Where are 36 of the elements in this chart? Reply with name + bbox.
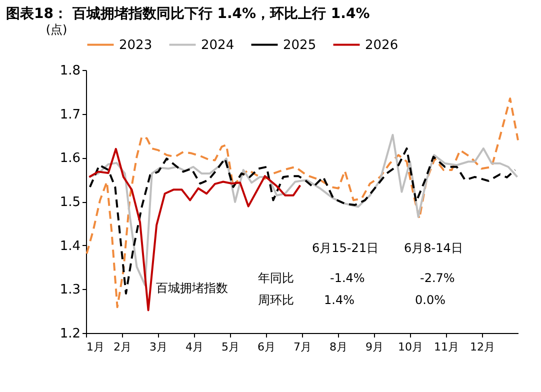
y-axis-title: (点) — [46, 22, 68, 36]
x-tick-label: 2月 — [114, 340, 132, 354]
legend-label: 2025 — [283, 38, 316, 53]
annotation: 6月15-21日 — [312, 241, 379, 255]
line-series — [86, 97, 519, 308]
y-tick-label: 1.2 — [60, 326, 80, 342]
annotation: 百城拥堵指数 — [156, 281, 228, 295]
x-tick-label: 7月 — [294, 340, 312, 354]
y-tick-label: 1.7 — [60, 107, 80, 122]
y-tick-label: 1.6 — [60, 151, 80, 166]
legend-label: 2024 — [201, 38, 234, 53]
y-tick-label: 1.8 — [60, 64, 80, 78]
y-tick-label: 1.5 — [60, 195, 80, 210]
annotation: -2.7% — [420, 271, 455, 285]
x-tick-label: 1月 — [86, 340, 104, 354]
chart-title: 图表18： 百城拥堵指数同比下行 1.4%，环比上行 1.4% — [6, 6, 370, 22]
y-tick-label: 1.4 — [60, 238, 80, 254]
x-tick-label: 10月 — [398, 340, 423, 354]
legend-label: 2023 — [119, 38, 152, 53]
line-series — [88, 148, 302, 312]
x-tick-label: 12月 — [470, 340, 495, 354]
x-tick-label: 8月 — [330, 340, 348, 354]
annotation: 0.0% — [415, 293, 446, 307]
annotation: 年同比 — [258, 271, 294, 285]
annotation: -1.4% — [330, 271, 365, 285]
x-tick-label: 3月 — [150, 340, 168, 354]
legend-label: 2026 — [365, 38, 398, 53]
x-tick-label: 5月 — [222, 340, 240, 354]
annotation: 6月8-14日 — [404, 241, 463, 255]
y-tick-label: 1.3 — [60, 282, 80, 298]
x-tick-label: 6月 — [258, 340, 276, 354]
annotation: 周环比 — [258, 293, 294, 307]
x-tick-label: 11月 — [434, 340, 459, 354]
x-tick-label: 9月 — [366, 340, 384, 354]
x-tick-label: 4月 — [186, 340, 204, 354]
annotation: 1.4% — [324, 293, 354, 307]
